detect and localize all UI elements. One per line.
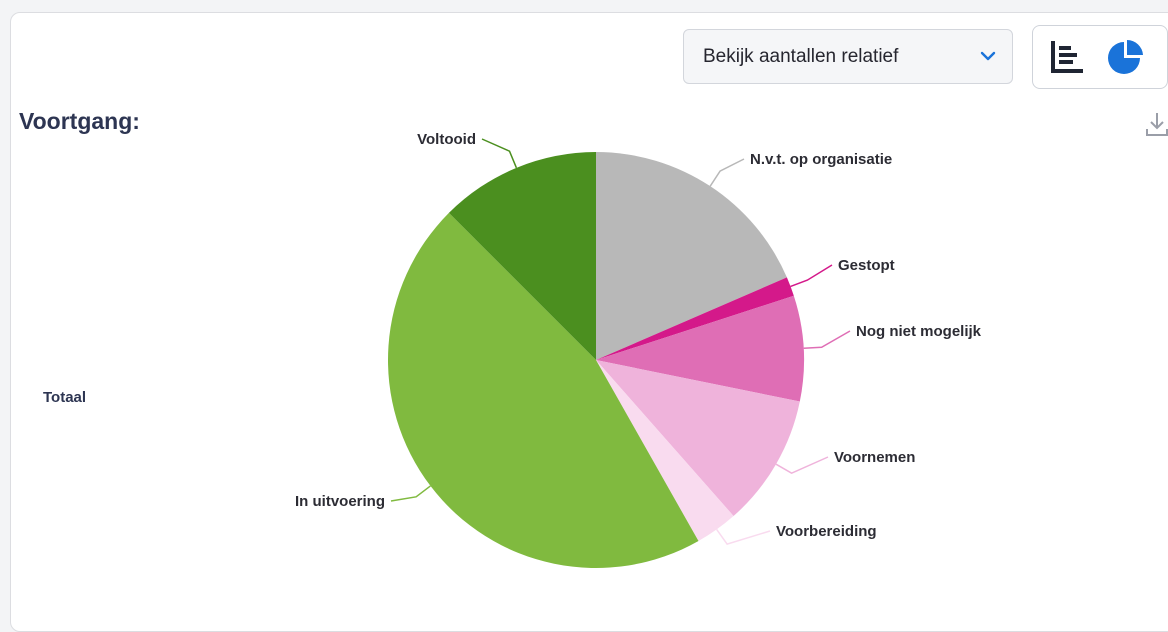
slice-leader-line: [481, 138, 518, 169]
view-mode-select[interactable]: Bekijk aantallen relatief: [683, 29, 1013, 84]
slice-leader-line: [775, 456, 829, 475]
slice-label: Voltooid: [417, 131, 476, 148]
download-icon[interactable]: [1144, 110, 1168, 138]
slice-label: Voorbereiding: [776, 523, 877, 540]
slice-label: In uitvoering: [295, 493, 385, 510]
slice-leader-line: [716, 528, 771, 545]
slice-leader-line: [790, 264, 833, 288]
pie-slice[interactable]: [596, 360, 734, 541]
slice-leader-line: [803, 330, 851, 349]
chevron-down-icon: [980, 51, 996, 61]
pie-slice[interactable]: [387, 212, 699, 569]
slice-label: Gestopt: [838, 257, 895, 274]
slice-label: Voornemen: [834, 449, 915, 466]
pie-slice[interactable]: [596, 295, 804, 402]
chart-type-toggle: [1032, 25, 1168, 89]
pie-chart-icon[interactable]: [1105, 38, 1145, 78]
bar-chart-icon[interactable]: [1047, 38, 1087, 78]
slice-leader-line: [390, 485, 431, 502]
slice-label: N.v.t. op organisatie: [750, 151, 892, 168]
pie-slice[interactable]: [448, 152, 596, 360]
pie-chart: N.v.t. op organisatie Gestopt Nog niet mog…: [295, 131, 982, 569]
pie-slice[interactable]: [596, 360, 800, 517]
slice-leader-line: [709, 158, 745, 187]
pie-slice[interactable]: [596, 152, 787, 360]
pie-slice[interactable]: [596, 277, 794, 360]
row-label-total: Totaal: [43, 389, 87, 406]
slice-label: Nog niet mogelijk: [856, 323, 982, 340]
section-title: Voortgang:: [19, 108, 140, 134]
view-mode-value: Bekijk aantallen relatief: [703, 46, 899, 67]
